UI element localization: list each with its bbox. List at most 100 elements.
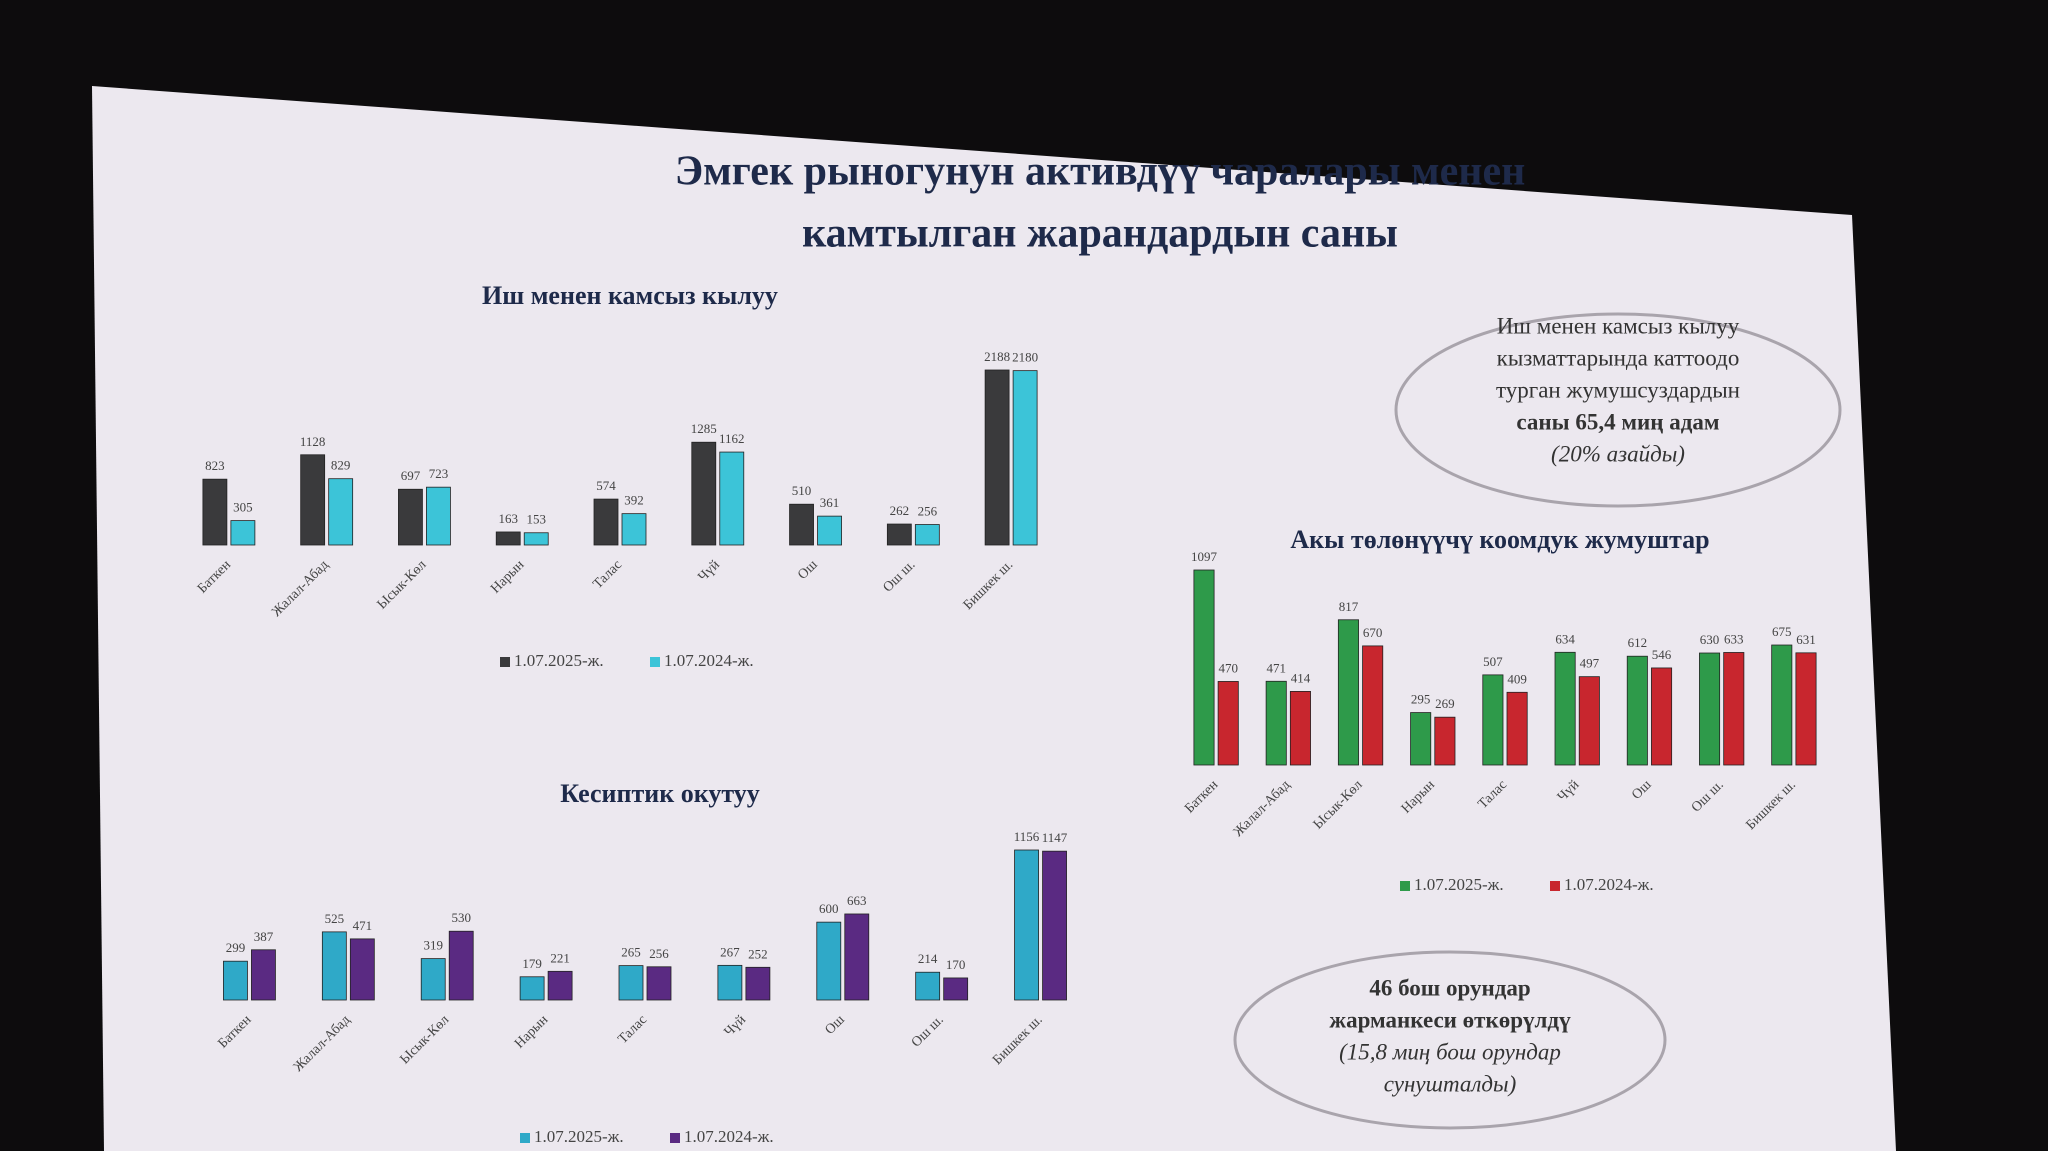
bar [817,515,842,546]
value-label: 829 [331,458,351,473]
bar [1012,370,1038,546]
bar [1699,652,1721,766]
chart-title: Кесиптик окутуу [560,779,760,808]
value-label: 409 [1507,671,1527,686]
bar [523,532,549,546]
bar [321,931,347,1001]
note-line: саны 65,4 миң адам [1516,409,1719,434]
bar [816,921,842,1001]
value-label: 252 [748,946,768,961]
value-label: 299 [226,940,246,955]
value-label: 256 [649,946,669,961]
bar [1506,691,1528,766]
bar [646,966,672,1001]
bar [426,486,451,546]
value-label: 470 [1218,660,1238,675]
value-label: 153 [526,512,546,527]
slide-title: Эмгек рыногунун активдүү чаралары менен [675,149,1526,195]
value-label: 414 [1291,670,1311,685]
bar [984,369,1010,546]
bar [1723,652,1745,766]
value-label: 2180 [1012,350,1038,365]
legend-label: 1.07.2024-ж. [684,1127,774,1146]
bar [349,938,375,1001]
bar [420,958,446,1001]
note-oval [1394,312,1842,508]
value-label: 265 [621,945,641,960]
note-line: жарманкеси өткөрүлдү [1329,1007,1571,1032]
value-label: 361 [820,495,840,510]
bar [593,498,619,546]
value-label: 214 [918,951,938,966]
legend-label: 1.07.2024-ж. [1564,875,1654,894]
value-label: 267 [720,944,740,959]
slide [92,86,1896,1151]
value-label: 1147 [1042,830,1068,845]
legend-swatch [500,657,510,667]
value-label: 2188 [984,349,1010,364]
bar [1217,681,1239,766]
value-label: 723 [429,466,449,481]
note-line: сунушталды) [1384,1071,1517,1096]
value-label: 221 [550,950,570,965]
bar [519,976,545,1001]
value-label: 633 [1724,631,1744,646]
value-label: 387 [254,929,274,944]
bar [745,966,771,1001]
bar [914,524,940,546]
slide-title: камтылган жарандардын саны [802,211,1398,257]
note-line: кызматтарында каттоодо [1497,345,1740,370]
value-label: 269 [1435,696,1455,711]
value-label: 262 [890,503,910,518]
legend-label: 1.07.2025-ж. [514,651,604,670]
value-label: 1097 [1191,549,1218,564]
bar [300,454,326,546]
value-label: 600 [819,901,839,916]
value-label: 630 [1700,632,1720,647]
bar [621,513,647,546]
bar [1771,644,1793,766]
bar [223,960,248,1001]
bar [448,930,474,1001]
value-label: 319 [423,938,443,953]
bar [844,913,870,1001]
bar [1337,619,1359,766]
value-label: 817 [1339,599,1359,614]
bar [1482,674,1504,766]
legend-swatch [1550,881,1560,891]
value-label: 1162 [719,431,745,446]
bar [886,523,912,546]
bar [1265,680,1287,766]
value-label: 1156 [1014,829,1040,844]
value-label: 530 [451,910,471,925]
legend-swatch [670,1133,680,1143]
value-label: 1128 [300,434,326,449]
bar [1362,645,1384,766]
bar [1651,667,1673,766]
value-label: 305 [233,500,253,515]
value-label: 663 [847,893,867,908]
bar [1578,676,1600,766]
bar [717,964,743,1001]
value-label: 631 [1796,632,1816,647]
legend-label: 1.07.2024-ж. [664,651,754,670]
value-label: 546 [1652,647,1672,662]
chart-title: Иш менен камсыз кылуу [482,281,778,310]
value-label: 170 [946,957,966,972]
note-line: Иш менен камсыз кылуу [1497,313,1740,338]
bar [547,970,573,1001]
value-label: 163 [498,511,518,526]
value-label: 471 [1266,660,1286,675]
bar [202,478,228,546]
bar [251,949,276,1001]
value-label: 697 [401,468,421,483]
note-line: турган жумушсуздардын [1496,377,1740,402]
value-label: 634 [1555,631,1575,646]
bar [618,965,644,1001]
bar [1014,849,1039,1001]
bar [328,478,354,546]
bar [915,971,941,1001]
bar [943,977,969,1001]
legend-label: 1.07.2025-ж. [534,1127,624,1146]
